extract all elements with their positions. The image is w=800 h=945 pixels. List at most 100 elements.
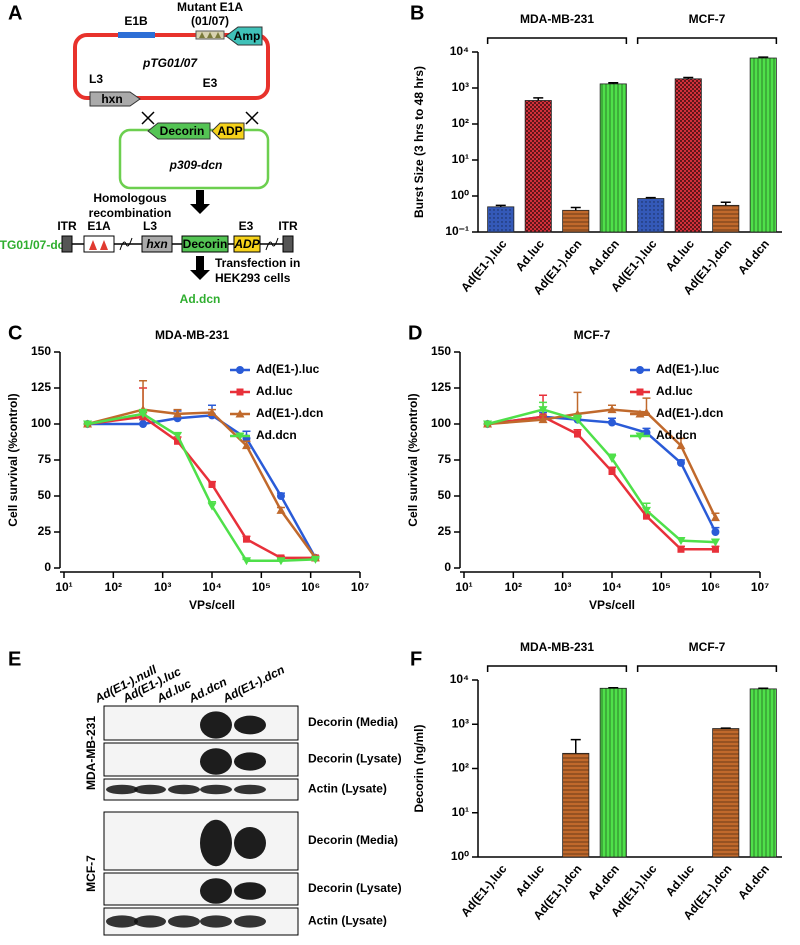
point [608, 418, 616, 427]
y-axis-label: Decorin (ng/ml) [412, 724, 426, 812]
x-tick-label: 10⁶ [701, 580, 720, 594]
blot-band [234, 882, 266, 900]
row-label: Decorin (Media) [308, 833, 398, 847]
adp-box [233, 235, 261, 253]
blot-band [234, 715, 266, 735]
y-tick-label: 25 [38, 524, 52, 538]
group-label: MDA-MB-231 [520, 12, 594, 26]
group-bracket [486, 665, 628, 672]
point [711, 545, 719, 553]
x-tick-label: Ad.luc [513, 237, 548, 274]
itr-box [61, 235, 73, 253]
y-tick-label: 0 [444, 560, 451, 574]
adp-label: ADP [233, 237, 260, 251]
x-tick-label: Ad.luc [663, 862, 698, 899]
lane-label: Ad.dcn [186, 675, 229, 706]
x-tick-label: 10¹ [455, 580, 472, 594]
legend-label: Ad(E1-).luc [656, 362, 720, 376]
y-axis-label: Cell survival (%control) [406, 393, 420, 526]
point [642, 512, 650, 520]
blot-band [168, 915, 200, 928]
point [241, 441, 251, 450]
e1b-label: E1B [124, 14, 148, 28]
l3-label: L3 [89, 72, 103, 86]
y-tick-label: 10² [452, 116, 469, 130]
x-tick-label: Ad.luc [513, 862, 548, 899]
bar [599, 687, 627, 858]
x-tick-label: 10⁶ [301, 580, 320, 594]
panel-letter: B [410, 2, 424, 24]
point [642, 428, 651, 437]
legend-marker [636, 366, 644, 374]
row-label: Actin (Lysate) [308, 914, 387, 928]
e3-label: E3 [203, 76, 218, 90]
point [710, 538, 720, 547]
chart-title: MCF-7 [574, 328, 611, 342]
blot-band [200, 915, 232, 928]
chart-title: MDA-MB-231 [155, 328, 229, 342]
point [641, 506, 651, 515]
plasmid-name: pTG01/07 [142, 56, 198, 70]
x-tick-label: Ad.dcn [585, 862, 622, 902]
point [608, 468, 616, 476]
error-bar [533, 97, 544, 101]
blot-band [134, 784, 166, 795]
panel-letter: D [408, 322, 422, 344]
point [207, 502, 217, 511]
bar [562, 209, 590, 233]
point [207, 407, 217, 416]
panel-letter: F [410, 648, 422, 670]
error-bar [495, 204, 506, 207]
decorin-label: Decorin [183, 237, 228, 251]
y-tick-label: 10⁴ [450, 44, 469, 58]
plasmid-ring [73, 33, 270, 100]
x-tick-label: 10² [505, 580, 522, 594]
point [83, 420, 93, 429]
y-tick-label: 50 [438, 488, 452, 502]
step-arrow [190, 190, 210, 214]
panel-e: EAd(E1-).nullAd(E1-).lucAd.lucAd.dcnAd(E… [8, 648, 402, 936]
point [676, 458, 685, 467]
y-tick-label: 100 [431, 416, 451, 430]
panel-a: A E1B Mutant E1A (01/07) Amp pTG01/07 L3… [0, 0, 300, 306]
legend-marker [636, 388, 644, 396]
blot-band [134, 915, 166, 928]
point [138, 410, 148, 419]
error-bar [608, 686, 619, 689]
row-label: Actin (Lysate) [308, 782, 387, 796]
legend-label: Ad(E1-).dcn [656, 406, 723, 420]
bar [712, 728, 740, 858]
x-tick-label: 10⁷ [751, 580, 769, 594]
y-tick-label: 50 [38, 488, 52, 502]
point [607, 455, 617, 464]
x-tick-label: 10² [105, 580, 122, 594]
product-label: Ad.dcn [180, 292, 221, 306]
blot-band [200, 711, 232, 739]
point [276, 492, 285, 500]
y-tick-label: 125 [31, 380, 51, 394]
y-tick-label: 150 [431, 344, 451, 358]
e3-label: E3 [239, 219, 254, 233]
y-axis-label: Burst Size (3 hrs to 48 hrs) [412, 66, 426, 218]
point [276, 557, 286, 566]
bar [524, 100, 552, 233]
itr-box [282, 235, 294, 253]
amp-label: Amp [234, 29, 261, 43]
crossover-marks [141, 111, 259, 125]
y-tick-label: 10³ [452, 80, 469, 94]
step-label: HEK293 cells [215, 271, 291, 285]
point [139, 420, 148, 428]
error-bar [720, 201, 731, 206]
chart-panel: F 10⁰ 10¹ 10² 10³ 10⁴ Decorin (ng/ml) MDA-MB-23… [410, 640, 782, 923]
legend-marker [635, 409, 645, 418]
legend-label: Ad(E1-).luc [256, 362, 320, 376]
point [711, 528, 720, 536]
x-tick-label: 10⁵ [252, 580, 271, 594]
x-tick-label: 10³ [154, 580, 171, 594]
hxn-arrow [89, 91, 141, 107]
point [677, 545, 685, 553]
blot-band [200, 878, 232, 904]
x-axis-label: VPs/cell [589, 598, 635, 612]
point [173, 409, 183, 418]
legend-marker [235, 409, 245, 418]
